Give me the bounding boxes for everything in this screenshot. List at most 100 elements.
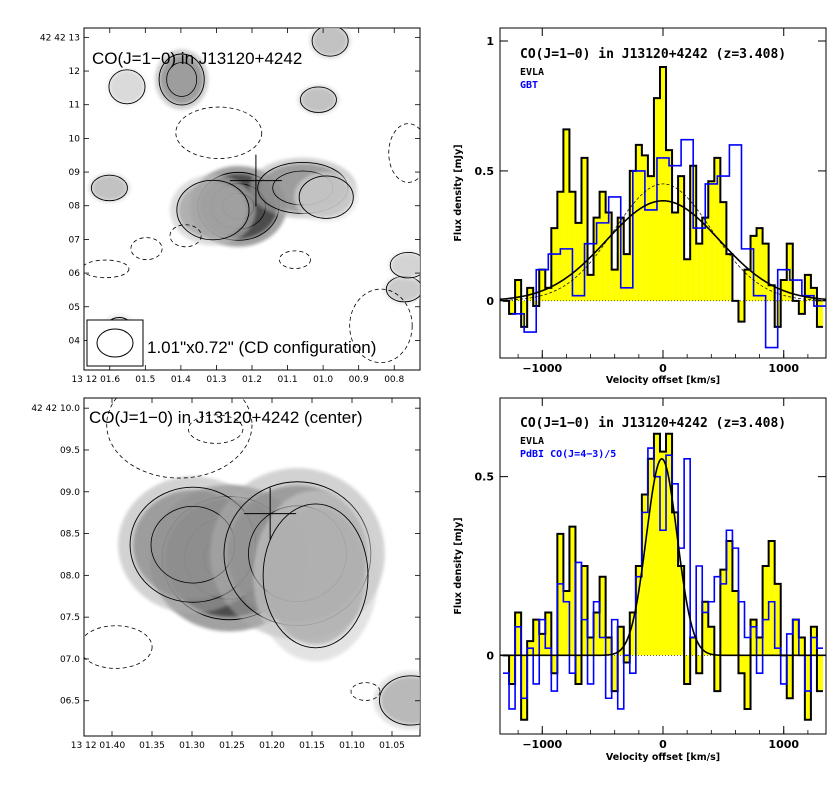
map-b-x-tick-label: 13 12 01.40 bbox=[71, 741, 126, 751]
map-a-x-tick-label: 13 12 01.6 bbox=[71, 375, 120, 385]
map-a-x-tick-label: 01.2 bbox=[242, 375, 262, 385]
spec-d-evla-bar bbox=[744, 655, 751, 709]
spec-d-evla-bar bbox=[617, 626, 624, 656]
map-b-blob-core bbox=[380, 676, 420, 724]
map-a-blob-3 bbox=[294, 171, 359, 223]
spec-d-y-tick-label: 0 bbox=[486, 649, 494, 662]
map-b-neg-contour-1 bbox=[188, 414, 244, 444]
map-b-x-tick-label: 01.10 bbox=[339, 741, 365, 751]
spec-c-evla-bar bbox=[509, 300, 516, 314]
map-a-blob-core bbox=[178, 181, 248, 239]
spec-d-evla-bar bbox=[629, 612, 636, 656]
spec-c-evla-bar bbox=[810, 287, 817, 301]
spec-d-evla-bar bbox=[641, 494, 648, 656]
spec-c-gaussian-fit-2 bbox=[500, 199, 826, 301]
map-b-x-tick-label: 01.15 bbox=[299, 741, 325, 751]
beam-ellipse bbox=[96, 328, 134, 358]
spec-d-evla-bar bbox=[750, 619, 757, 656]
spec-d-ylabel: Flux density [mJy] bbox=[453, 517, 464, 614]
spec-d-evla-bar bbox=[672, 512, 679, 656]
spec-c-evla-bar bbox=[635, 144, 642, 301]
map-a-x-tick-label: 00.8 bbox=[384, 375, 404, 385]
spec-d-evla-bar bbox=[804, 655, 811, 720]
spec-d-xlabel: Velocity offset [km/s] bbox=[606, 752, 720, 763]
spec-c-evla-bar bbox=[581, 157, 588, 301]
map-a-ticks: 13 12 01.6 01.5 01.4 01.3 01.2 01.1 01.0 00.9 00… bbox=[40, 28, 420, 385]
spec-d-evla-bar bbox=[774, 583, 781, 656]
spec-c-title: CO(J=1−0) in J13120+4242 (z=3.408) bbox=[520, 47, 786, 62]
spec-d-evla-bar bbox=[563, 591, 570, 656]
map-a-emission bbox=[87, 28, 420, 365]
map-b-position-marker bbox=[244, 487, 297, 540]
spec-d-evla-bar bbox=[569, 526, 576, 656]
map-a-y-tick-label: 10 bbox=[69, 134, 81, 144]
map-a-y-tick-label: 08 bbox=[69, 202, 81, 212]
spec-d-evla-bar bbox=[659, 451, 667, 656]
spec-d-evla-bar bbox=[539, 633, 546, 656]
spec-d-evla-bar bbox=[684, 655, 691, 684]
map-a-position-marker bbox=[229, 154, 282, 207]
map-a-neg-contour-3 bbox=[169, 224, 202, 248]
map-a-contour-outer bbox=[108, 69, 146, 105]
spec-c-evla-bar bbox=[623, 254, 630, 301]
map-a-blob-core bbox=[109, 70, 145, 104]
map-a-contour-outer bbox=[158, 53, 205, 106]
map-a-neg-contour-2 bbox=[349, 288, 413, 364]
map-a-x-tick-label: 01.0 bbox=[313, 375, 333, 385]
spec-c-ylabel: Flux density [mJy] bbox=[453, 144, 464, 241]
spec-c-evla-bar bbox=[738, 300, 745, 322]
map-a-blob-core bbox=[301, 87, 336, 112]
spec-c-evla-bar bbox=[539, 269, 546, 301]
spec-d-evla-bar bbox=[623, 655, 630, 663]
map-a-contour-outer bbox=[311, 28, 349, 57]
spec-c-evla-bar bbox=[768, 285, 775, 301]
spec-d-evla-bar bbox=[605, 637, 612, 656]
spec-c-evla-bar bbox=[684, 259, 691, 301]
spec-c-evla-bar bbox=[726, 254, 733, 301]
spec-c-gaussian-fit-3 bbox=[500, 183, 826, 301]
spec-d-evla-bar bbox=[521, 655, 528, 720]
spec-c-evla-bar bbox=[696, 243, 703, 301]
spec-d-evla-bar bbox=[792, 619, 799, 656]
spec-d-evla-bar bbox=[786, 655, 793, 699]
spec-c-evla-bar bbox=[756, 228, 763, 301]
spec-d-evla-bar bbox=[551, 655, 558, 674]
spec-c-x-tick-label: −1000 bbox=[522, 362, 562, 375]
map-a-blob-9 bbox=[382, 273, 420, 305]
spec-d-evla-bar bbox=[690, 637, 697, 656]
spec-c-legend-evla: EVLA bbox=[520, 67, 544, 78]
map-panel-a: 13 12 01.6 01.5 01.4 01.3 01.2 01.1 01.0 00.9 00… bbox=[40, 27, 421, 385]
map-b-blob-core bbox=[265, 507, 366, 645]
map-b-y-tick-label: 09.5 bbox=[60, 446, 80, 456]
spec-d-evla-bar bbox=[714, 655, 721, 692]
spec-c-evla-bar bbox=[744, 269, 751, 301]
spectrum-panel-c: −1000 0 1000 0 0.5 1 CO(J=1−0) in J13120+4242… bbox=[453, 27, 827, 386]
map-b-x-tick-label: 01.25 bbox=[219, 741, 245, 751]
spec-d-evla-bar bbox=[816, 655, 823, 692]
map-b-blob-4 bbox=[373, 671, 420, 730]
spec-d-evla-bar bbox=[702, 601, 709, 656]
spec-c-evla-bar bbox=[611, 269, 618, 301]
map-b-y-tick-label: 09.0 bbox=[60, 488, 80, 498]
map-a-negative-contours bbox=[84, 106, 420, 364]
spec-d-evla-bar bbox=[738, 655, 745, 674]
spec-c-evla-bar bbox=[714, 157, 721, 301]
spec-c-evla-bar bbox=[545, 287, 552, 301]
map-a-neg-contour-0 bbox=[175, 106, 263, 159]
spec-d-evla-bar bbox=[599, 576, 606, 656]
spec-d-evla-bar bbox=[635, 566, 642, 656]
spec-d-evla-bar bbox=[756, 637, 763, 656]
spec-d-evla-bar bbox=[581, 566, 588, 656]
spec-c-evla-bar bbox=[557, 191, 564, 301]
map-a-blob-5 bbox=[87, 172, 131, 204]
spec-d-evla-bar bbox=[611, 655, 618, 692]
map-a-y-tick-label: 07 bbox=[69, 235, 80, 245]
spec-d-plot bbox=[500, 432, 826, 721]
map-a-blob-11 bbox=[105, 66, 149, 108]
spec-d-evla-bar bbox=[666, 433, 673, 656]
map-a-x-tick-label: 00.9 bbox=[349, 375, 369, 385]
spec-c-legend-gbt: GBT bbox=[520, 80, 538, 91]
map-a-blob-4 bbox=[154, 49, 209, 110]
map-a-y-tick-label: 42 42 13 bbox=[40, 33, 80, 43]
spec-c-ticks: −1000 0 1000 0 0.5 1 bbox=[475, 28, 826, 375]
